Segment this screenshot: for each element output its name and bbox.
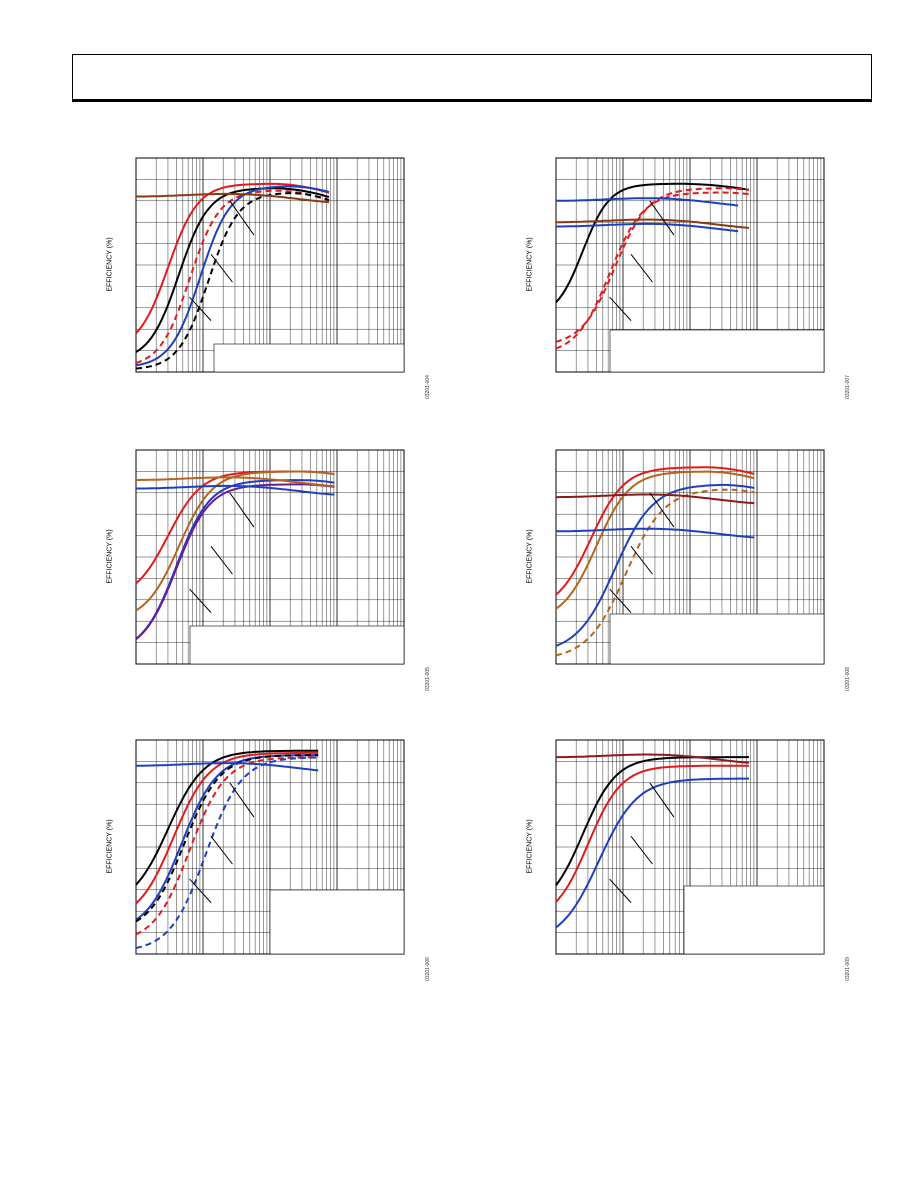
- efficiency-curve: [135, 754, 319, 923]
- efficiency-curve: [556, 222, 739, 233]
- efficiency-curve: [555, 764, 749, 903]
- efficiency-curve: [136, 484, 335, 496]
- efficiency-curve: [136, 476, 335, 488]
- efficiency-curve: [555, 777, 749, 929]
- efficiency-curve: [135, 192, 330, 370]
- y-axis-label: EFFICIENCY (%): [526, 529, 534, 584]
- efficiency-curve: [556, 753, 750, 764]
- efficiency-curve: [135, 756, 319, 949]
- efficiency-curve: [555, 756, 749, 886]
- legend-box: [609, 613, 825, 665]
- efficiency-curve: [555, 191, 750, 350]
- y-axis-label: EFFICIENCY (%): [106, 819, 114, 874]
- chart-fig-006: [135, 739, 405, 955]
- efficiency-curve: [135, 756, 319, 936]
- figure-number: 03201-007: [844, 375, 851, 399]
- legend-box: [189, 625, 405, 665]
- efficiency-curve: [556, 218, 750, 229]
- y-axis-label: EFFICIENCY (%): [526, 819, 534, 874]
- legend-box: [269, 889, 405, 955]
- callout-arrow: [630, 253, 653, 283]
- callout-arrow: [189, 878, 212, 903]
- callout-arrow: [609, 878, 632, 903]
- callout-arrow: [229, 782, 255, 818]
- callout-arrow: [630, 835, 653, 865]
- efficiency-curve: [555, 187, 750, 343]
- y-axis-label: EFFICIENCY (%): [526, 237, 534, 292]
- callout-arrow: [189, 296, 212, 321]
- efficiency-curve: [136, 192, 330, 204]
- chart-fig-004: [135, 157, 405, 373]
- efficiency-curve: [556, 197, 739, 207]
- callout-arrow: [649, 492, 675, 528]
- figure-number: 03201-004: [424, 375, 431, 399]
- figure-number: 03201-005: [424, 667, 431, 691]
- chart-fig-009: [555, 739, 825, 955]
- legend-box: [683, 885, 825, 955]
- chart-fig-005: [135, 449, 405, 665]
- chart-fig-008: [555, 449, 825, 665]
- figure-number: 03201-009: [844, 957, 851, 981]
- efficiency-curve: [555, 488, 755, 657]
- legend-box: [609, 329, 825, 373]
- callout-arrow: [229, 200, 255, 236]
- callout-arrow: [210, 253, 233, 283]
- callout-arrow: [649, 200, 675, 236]
- efficiency-curve: [135, 751, 319, 905]
- callout-arrow: [609, 588, 632, 613]
- efficiency-curve: [135, 470, 335, 612]
- callout-arrow: [189, 588, 212, 613]
- page-header-box: [72, 54, 872, 102]
- callout-arrow: [630, 545, 653, 575]
- callout-arrow: [649, 782, 675, 818]
- efficiency-curve: [135, 187, 330, 353]
- y-axis-label: EFFICIENCY (%): [106, 237, 114, 292]
- efficiency-curve: [135, 483, 335, 640]
- efficiency-curve: [555, 182, 750, 304]
- efficiency-curve: [556, 527, 755, 539]
- efficiency-curve: [555, 483, 755, 647]
- figure-number: 03201-008: [844, 667, 851, 691]
- callout-arrow: [609, 296, 632, 321]
- efficiency-curve: [136, 762, 319, 772]
- legend-box: [213, 343, 405, 373]
- callout-arrow: [210, 835, 233, 865]
- efficiency-curve: [556, 493, 755, 505]
- callout-arrow: [210, 545, 233, 575]
- efficiency-curve: [555, 466, 755, 596]
- callout-arrow: [229, 492, 255, 528]
- chart-fig-007: [555, 157, 825, 373]
- efficiency-curve: [135, 749, 319, 886]
- y-axis-label: EFFICIENCY (%): [106, 529, 114, 584]
- efficiency-curve: [555, 470, 755, 610]
- figure-number: 03201-006: [424, 957, 431, 981]
